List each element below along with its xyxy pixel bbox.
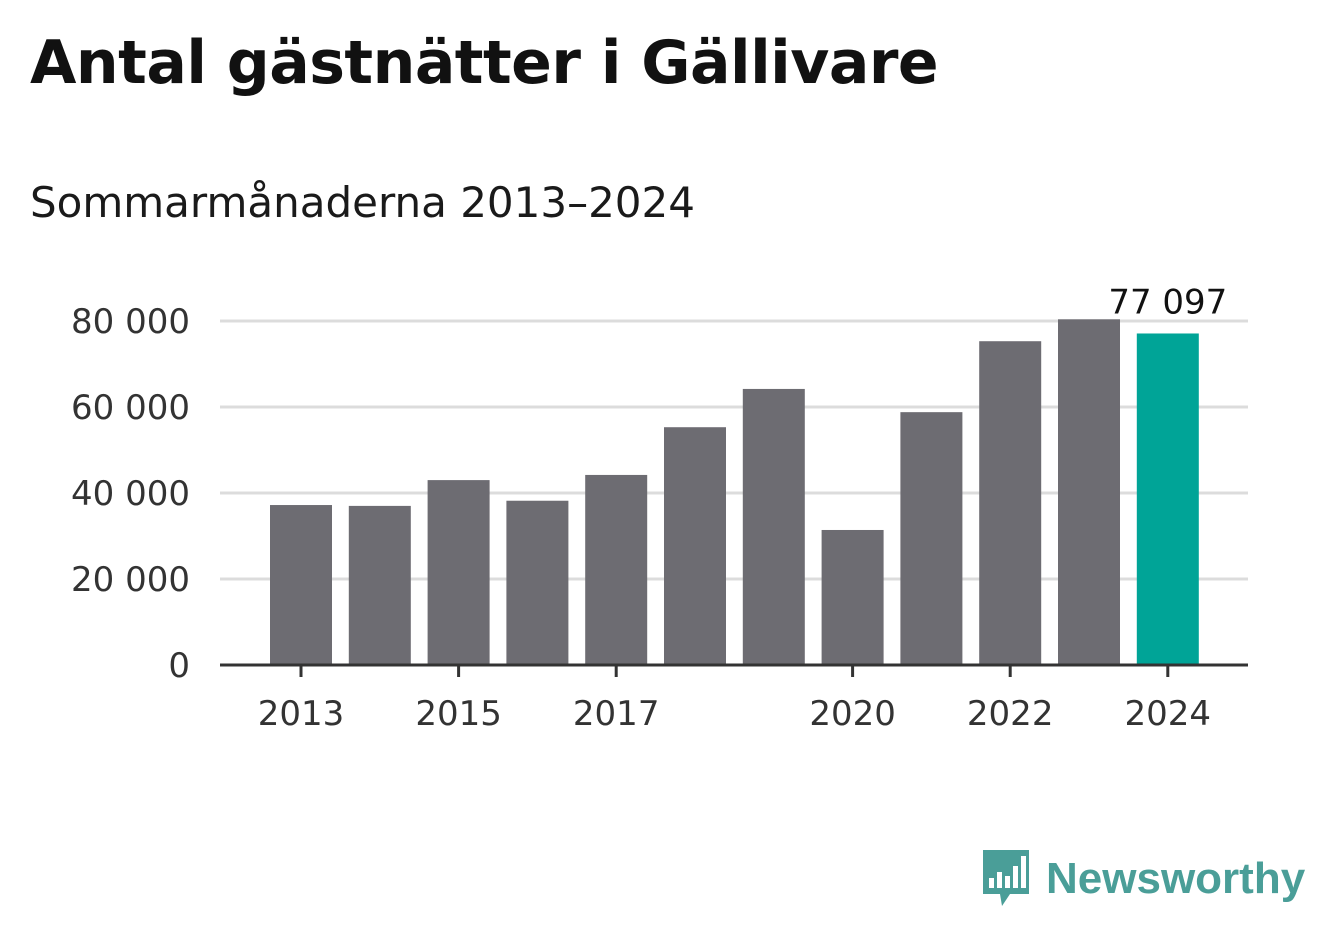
bar-2017 <box>585 474 648 665</box>
bar-2023 <box>1058 319 1120 665</box>
x-tick-label: 2013 <box>258 694 345 734</box>
bar-2018 <box>664 427 726 665</box>
bar-2021 <box>900 412 963 665</box>
y-tick-label: 80 000 <box>71 302 190 342</box>
x-tick-label: 2015 <box>415 694 502 734</box>
chart-title: Antal gästnätter i Gällivare <box>30 28 939 98</box>
x-tick-label: 2024 <box>1125 694 1212 734</box>
data-label: 77 097 <box>1108 282 1227 322</box>
bar-2020 <box>821 529 884 665</box>
bar-2014 <box>348 505 411 665</box>
y-tick-label: 0 <box>168 646 190 686</box>
bar-2022 <box>979 341 1042 665</box>
y-tick-label: 60 000 <box>71 388 190 428</box>
x-tick-label: 2017 <box>573 694 660 734</box>
y-tick-label: 40 000 <box>71 474 190 514</box>
newsworthy-bar-chart-bubble-icon <box>983 850 1029 906</box>
bar-2016 <box>506 500 569 665</box>
brand-logo: Newsworthy <box>980 848 1305 910</box>
bar-2019 <box>742 388 805 665</box>
y-tick-label: 20 000 <box>71 560 190 600</box>
bar-2015 <box>427 480 490 665</box>
x-tick-label: 2022 <box>967 694 1054 734</box>
chart-subtitle: Sommarmånaderna 2013–2024 <box>30 178 695 227</box>
brand-name: Newsworthy <box>1046 854 1306 903</box>
x-tick-label: 2020 <box>809 694 896 734</box>
bar-2013 <box>270 505 332 665</box>
bar-2024 <box>1136 333 1199 665</box>
